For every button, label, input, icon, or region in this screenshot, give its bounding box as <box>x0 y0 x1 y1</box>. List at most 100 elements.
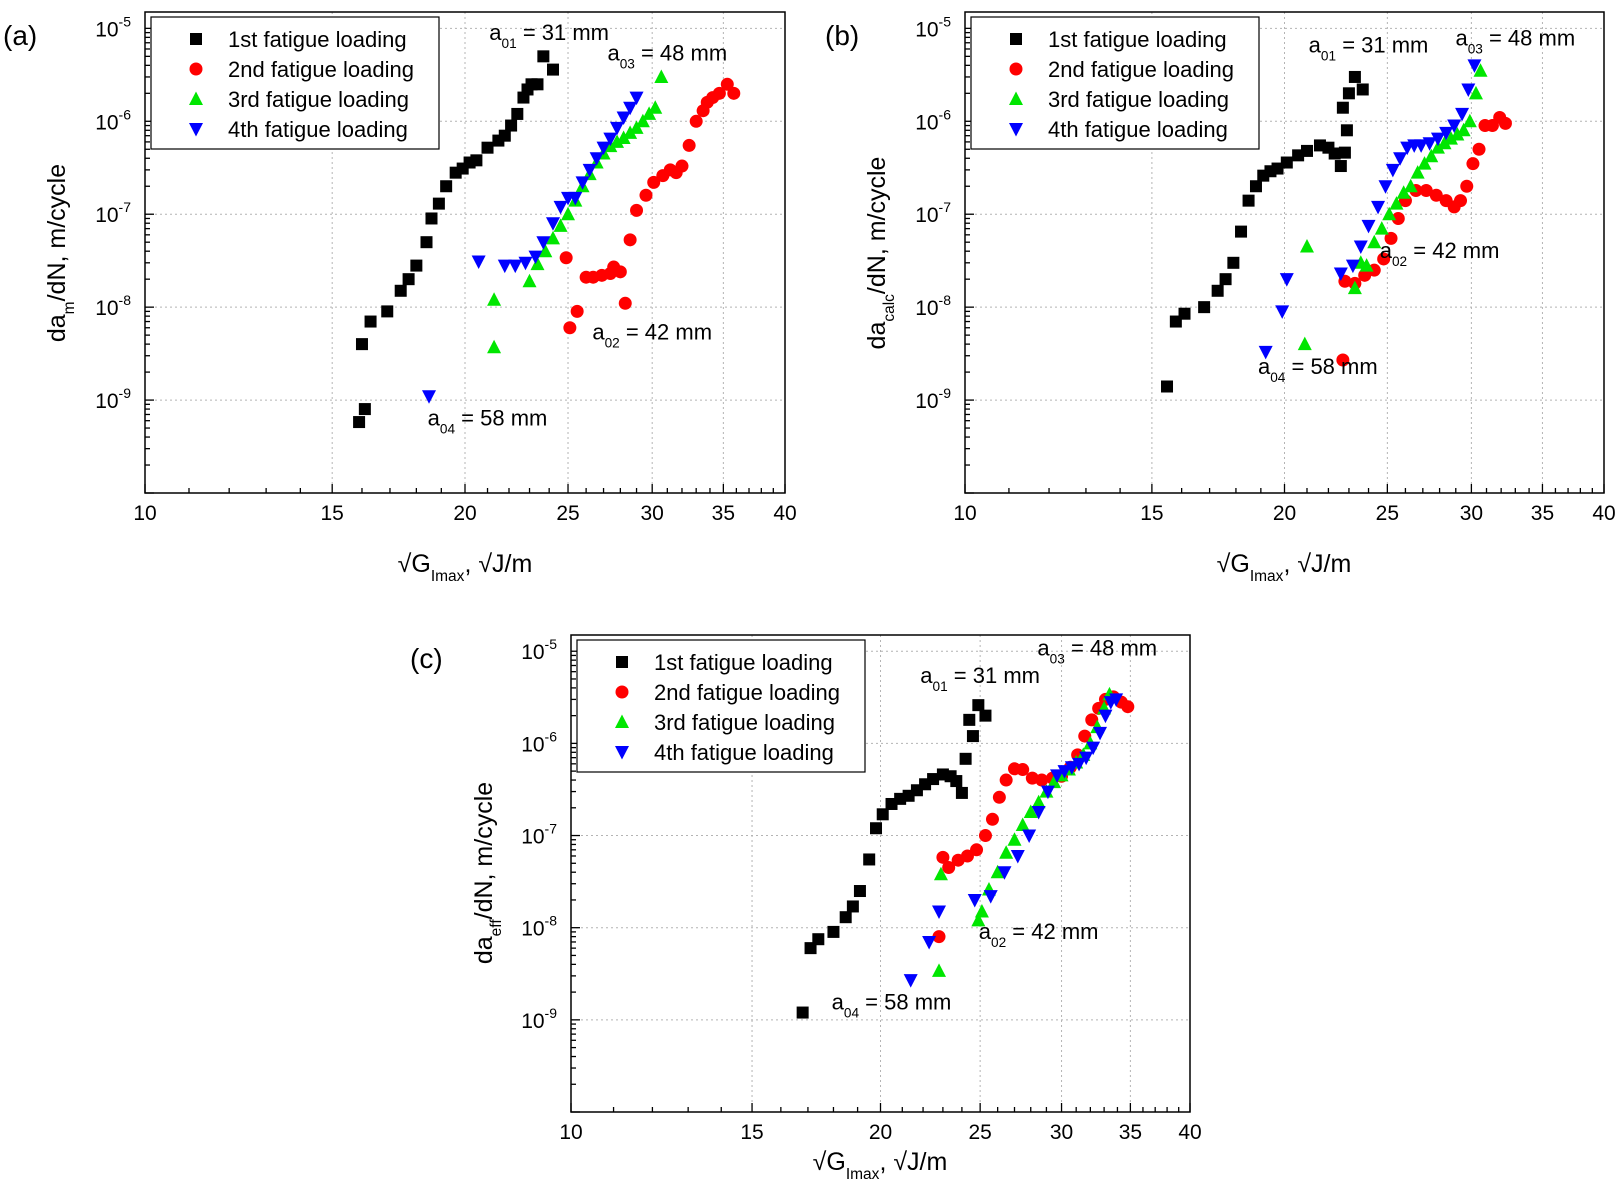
series-4 <box>903 693 1124 988</box>
data-point <box>1079 751 1094 766</box>
data-point <box>1361 219 1376 234</box>
data-point <box>1367 234 1382 249</box>
data-point <box>720 77 734 91</box>
data-point <box>932 930 946 944</box>
y-tick-label: 10-7 <box>521 821 557 849</box>
data-point <box>1007 832 1022 846</box>
x-tick-label: 35 <box>1531 502 1554 525</box>
data-point <box>932 905 947 919</box>
data-point <box>979 709 992 722</box>
data-point <box>1035 773 1049 787</box>
data-point <box>1347 280 1362 295</box>
y-tick-label: 10-5 <box>95 13 131 41</box>
data-point <box>1462 113 1477 128</box>
data-point <box>983 890 998 904</box>
data-point <box>616 111 631 125</box>
data-point <box>1371 200 1386 215</box>
data-point <box>827 925 840 938</box>
data-point <box>616 130 631 145</box>
data-point <box>470 154 483 167</box>
series-4 <box>422 91 644 404</box>
data-point <box>1345 259 1360 274</box>
legend-label: 3rd fatigue loading <box>654 710 835 735</box>
x-axis-title: √GImax, √J/m <box>813 1148 948 1183</box>
data-point <box>394 284 407 297</box>
data-point <box>1439 126 1454 141</box>
data-point <box>1279 273 1294 287</box>
x-tick-label: 35 <box>1119 1121 1142 1144</box>
data-point <box>471 255 486 269</box>
data-point <box>1414 139 1429 153</box>
data-point <box>530 256 545 271</box>
data-point <box>1377 252 1391 266</box>
x-tick-label: 30 <box>1460 502 1483 525</box>
data-point <box>1422 137 1437 151</box>
data-point <box>1338 146 1351 159</box>
x-tick-label: 15 <box>321 502 344 525</box>
data-point <box>410 259 423 272</box>
data-point <box>966 730 979 743</box>
data-point <box>972 699 985 712</box>
data-point <box>1031 806 1046 820</box>
data-point <box>432 197 445 210</box>
y-axis-title: dacalc/dN, m/cycle <box>863 157 898 350</box>
data-point <box>999 845 1014 859</box>
data-point <box>1498 116 1512 130</box>
x-tick-label: 40 <box>1178 1121 1201 1144</box>
data-point <box>863 853 876 866</box>
data-point <box>561 206 576 221</box>
data-point <box>630 203 644 217</box>
data-point <box>1299 238 1314 253</box>
legend-marker <box>189 123 203 137</box>
y-tick-label: 10-8 <box>915 292 951 320</box>
legend-marker <box>615 685 629 699</box>
data-point <box>518 256 533 271</box>
data-point <box>1403 178 1418 193</box>
legend-marker <box>189 91 203 105</box>
data-point <box>942 860 956 874</box>
legend-label: 4th fatigue loading <box>228 117 408 142</box>
data-point <box>812 933 825 946</box>
data-point <box>712 86 726 100</box>
data-point <box>1460 179 1474 193</box>
data-point <box>1227 256 1240 269</box>
data-point <box>955 786 968 799</box>
data-point <box>1430 132 1445 147</box>
legend-marker <box>1009 62 1023 76</box>
data-point <box>1280 156 1293 169</box>
data-point <box>1454 194 1468 208</box>
data-point <box>420 236 433 249</box>
data-point <box>846 900 859 913</box>
annotation-label: a03 = 48 mm <box>1037 635 1157 666</box>
data-point <box>1437 135 1452 150</box>
data-point <box>1443 131 1458 145</box>
data-point <box>559 251 573 265</box>
data-point <box>1359 258 1374 272</box>
y-tick-label: 10-9 <box>915 385 951 413</box>
data-point <box>353 416 366 429</box>
data-point <box>1078 729 1092 743</box>
y-tick-label: 10-6 <box>521 728 557 756</box>
data-point <box>1450 127 1465 141</box>
series-3 <box>1297 63 1488 351</box>
data-point <box>1022 829 1037 844</box>
data-point <box>1430 140 1445 154</box>
data-point <box>531 78 544 91</box>
data-point <box>505 119 518 132</box>
data-point <box>1382 206 1397 221</box>
y-tick-label: 10-7 <box>95 199 131 227</box>
legend-marker <box>1010 33 1022 45</box>
data-point <box>796 1006 809 1019</box>
x-tick-label: 40 <box>773 502 796 525</box>
data-point <box>932 963 947 977</box>
data-point <box>603 132 618 147</box>
data-point <box>654 69 669 83</box>
chart-panel-3: 10 15 20 25 30 35 40 10-9 10-8 10-7 10-6 10-5 (c) √GI… <box>410 634 1202 1183</box>
x-tick-label: 20 <box>869 1121 892 1144</box>
data-point <box>1109 693 1124 707</box>
data-point <box>553 218 568 232</box>
data-point <box>528 250 543 265</box>
data-point <box>1047 774 1062 789</box>
data-point <box>1031 794 1046 809</box>
data-point <box>639 188 653 202</box>
